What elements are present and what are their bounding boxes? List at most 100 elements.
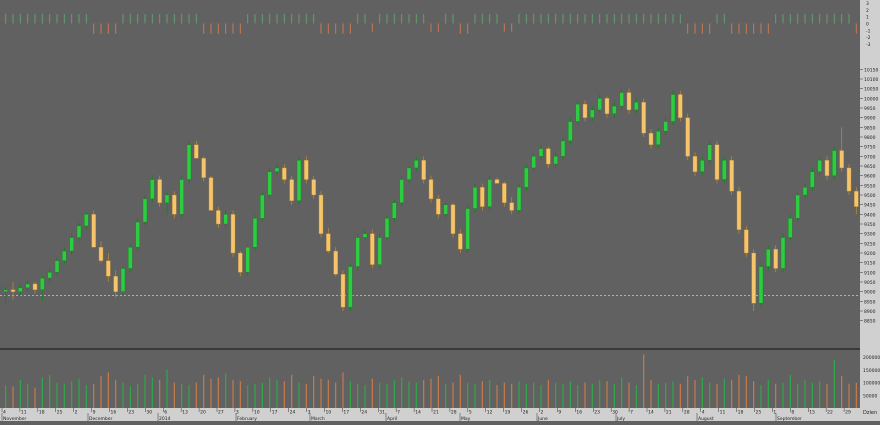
candle-body <box>575 103 580 122</box>
candle-body <box>480 187 485 207</box>
candle-body <box>399 179 404 203</box>
indicator-bar <box>415 13 417 24</box>
indicator-bar <box>78 13 80 24</box>
x-tick-label: 8 <box>791 410 794 416</box>
volume-bar <box>518 381 520 408</box>
volume-bar <box>811 382 813 408</box>
volume-bar <box>12 386 14 408</box>
candle-body <box>568 121 573 142</box>
indicator-bar <box>672 13 674 24</box>
indicator-bar <box>408 13 410 24</box>
candle-body <box>318 194 324 234</box>
candle-body <box>76 225 82 238</box>
candle-body <box>274 167 280 173</box>
volume-bar <box>85 385 87 408</box>
x-tick-label: 7 <box>397 410 400 416</box>
candle-body <box>370 233 375 265</box>
indicator-tick-label: 2 <box>866 8 869 14</box>
volume-bar <box>826 383 828 408</box>
volume-bar <box>723 378 725 408</box>
volume-bar <box>489 380 491 408</box>
candle-body <box>802 187 808 196</box>
indicator-bar <box>217 23 219 34</box>
candle-body <box>824 159 830 176</box>
candle-body <box>208 177 214 211</box>
candle-body <box>47 272 52 279</box>
candle-body <box>582 103 588 118</box>
x-tick-label: 10 <box>326 410 332 416</box>
indicator-bar <box>569 13 571 24</box>
indicator-bar <box>423 13 425 24</box>
x-axis[interactable]: 4 11 18 25 2 9 16 23 30 6 13 20 27 3 10 17 24 3 10 17 24 31 7 1… <box>0 408 860 422</box>
indicator-bar <box>151 13 153 24</box>
candle-body <box>656 130 661 145</box>
x-tick-label: 2 <box>541 410 544 416</box>
volume-bar <box>122 382 124 408</box>
volume-bar <box>841 376 843 408</box>
indicator-bar <box>195 13 197 24</box>
volume-bar <box>855 382 857 408</box>
indicator-bar <box>584 13 586 24</box>
indicator-bar <box>833 13 835 24</box>
x-tick-label: 7 <box>630 410 633 416</box>
volume-bar <box>452 382 454 408</box>
volume-bar <box>533 382 535 408</box>
indicator-bar <box>459 23 461 34</box>
candle-body <box>282 167 287 180</box>
volume-bar <box>547 380 549 408</box>
candle-body <box>758 266 764 304</box>
candle-body <box>216 210 221 225</box>
volume-bar <box>804 380 806 408</box>
y-tick-label: 9750 <box>864 145 876 151</box>
y-tick-label: 9650 <box>864 164 876 170</box>
candle-body <box>597 98 602 111</box>
x-tick-label: 16 <box>111 410 117 416</box>
y-tick-label: 10050 <box>864 87 878 93</box>
candle-body <box>340 274 346 308</box>
volume-bar <box>56 382 58 408</box>
indicator-bar <box>181 13 183 24</box>
indicator-bar <box>34 13 36 24</box>
indicator-bar <box>5 13 7 24</box>
x-tick-label: 15 <box>809 410 815 416</box>
indicator-bar <box>613 13 615 24</box>
x-tick-label: 23 <box>594 410 600 416</box>
volume-tick-label: 100000 <box>863 381 880 387</box>
volume-bar <box>349 381 351 408</box>
candle-body <box>487 179 492 207</box>
candle-body <box>238 252 243 273</box>
indicator-bar <box>511 23 513 32</box>
volume-bar <box>144 374 146 408</box>
indicator-bar <box>305 13 307 24</box>
y-axis[interactable]: 10150 10100 10050 10000 9950 9900 9850 9800 9750… <box>860 0 880 421</box>
indicator-tick-label: -1 <box>866 28 871 34</box>
candle-body <box>128 246 133 269</box>
candle-body <box>817 159 822 172</box>
candle-body <box>780 237 786 269</box>
candle-body <box>458 233 463 250</box>
indicator-bar <box>533 13 535 24</box>
indicator-bar <box>239 23 241 34</box>
indicator-bar <box>716 13 718 24</box>
candle-body <box>854 190 859 207</box>
month-label: September <box>777 416 802 421</box>
volume-bar <box>379 382 381 408</box>
volume-bar <box>496 385 498 408</box>
x-tick-label: 29 <box>845 410 851 416</box>
volume-bar <box>687 376 689 408</box>
volume-bar <box>569 381 571 408</box>
volume-bar <box>239 381 241 408</box>
indicator-bar <box>254 13 256 24</box>
volume-bar <box>591 383 593 408</box>
volume-bar <box>562 383 564 408</box>
volume-bar <box>34 387 36 408</box>
candle-body <box>692 156 698 172</box>
volume-bar <box>819 381 821 408</box>
candle-body <box>678 94 683 118</box>
x-tick-label: 5 <box>469 410 472 416</box>
month-label: 2014 <box>159 416 171 421</box>
candle-body <box>443 204 448 215</box>
candle-body <box>553 156 558 165</box>
candle-body <box>648 132 654 145</box>
x-tick-label: 24 <box>361 410 367 416</box>
